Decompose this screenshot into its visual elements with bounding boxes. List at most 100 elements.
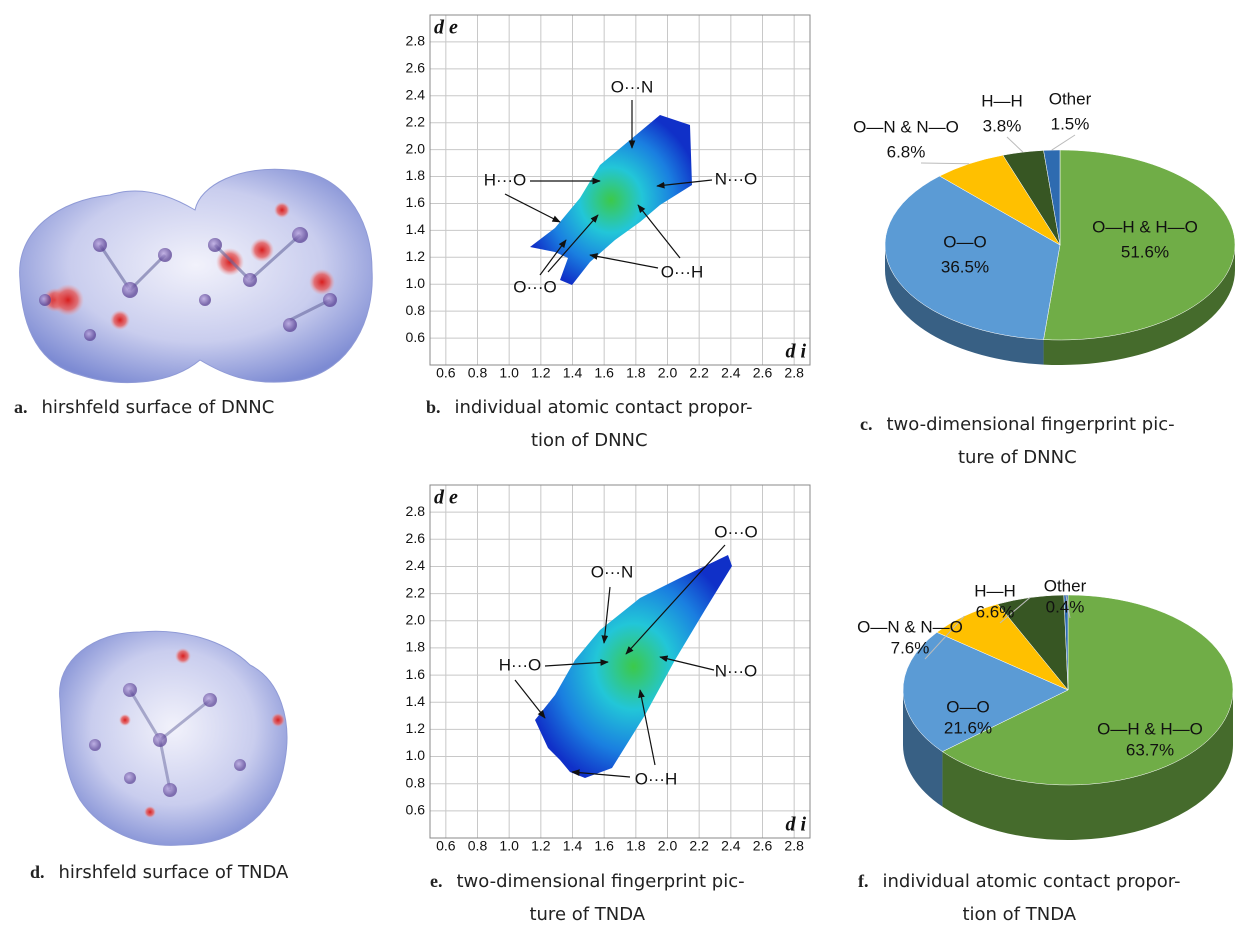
caption: a. hirshfeld surface of DNNC xyxy=(14,391,274,424)
y-tick-label: 2.8 xyxy=(406,33,426,49)
x-tick-label: 0.8 xyxy=(468,838,488,854)
y-tick-label: 2.2 xyxy=(406,113,426,129)
pie-value-label: 3.8% xyxy=(983,116,1022,135)
y-tick-label: 2.0 xyxy=(406,611,426,627)
caption-text: tion of TNDA xyxy=(858,898,1181,925)
caption-letter: e. xyxy=(430,871,443,891)
leader-line xyxy=(1007,137,1023,152)
x-tick-label: 2.4 xyxy=(721,838,741,854)
pie-category-label: O—O xyxy=(943,232,986,251)
annotation: O···H xyxy=(635,769,677,788)
x-axis-label: d i xyxy=(785,814,806,836)
y-tick-label: 2.2 xyxy=(406,584,426,600)
pie-value-label: 6.8% xyxy=(887,142,926,161)
caption-letter: b. xyxy=(426,397,441,417)
caption-text: tion of DNNC xyxy=(426,424,753,457)
caption-letter: d. xyxy=(30,862,45,882)
x-axis-label: d i xyxy=(785,341,806,363)
y-tick-label: 0.6 xyxy=(406,329,426,345)
pie-category-label: Other xyxy=(1049,89,1092,108)
x-tick-label: 1.0 xyxy=(499,838,519,854)
y-tick-label: 2.4 xyxy=(406,557,426,573)
pie-category-label: H—H xyxy=(981,91,1023,110)
annotation-arrow xyxy=(638,205,680,258)
annotation: N···O xyxy=(715,661,757,680)
y-tick-label: 0.8 xyxy=(406,774,426,790)
x-tick-label: 2.2 xyxy=(689,365,709,381)
annotation: O···O xyxy=(714,522,757,541)
y-tick-label: 2.4 xyxy=(406,86,426,102)
y-tick-label: 1.6 xyxy=(406,194,426,210)
caption-text: individual atomic contact propor- xyxy=(455,397,753,418)
pie-category-label: O—H & H—O xyxy=(1092,217,1198,236)
x-tick-label: 1.6 xyxy=(594,365,614,381)
y-tick-label: 2.6 xyxy=(406,530,426,546)
caption: e. two-dimensional fingerprint pic-ture o… xyxy=(430,865,745,925)
fingerprint-cloud xyxy=(535,555,732,778)
x-tick-label: 2.2 xyxy=(689,838,709,854)
figure: 0.6 0.8 1.0 1.2 1.4 1.6 1.8 2.0 2.2 2.4 2.6 2.8 0.6 0… xyxy=(0,0,1241,925)
x-tick-label: 0.8 xyxy=(468,365,488,381)
annotation: H···O xyxy=(484,170,526,189)
x-tick-label: 2.0 xyxy=(658,838,678,854)
pie-value-label: 1.5% xyxy=(1051,114,1090,133)
y-tick-label: 2.8 xyxy=(406,503,426,519)
x-tick-label: 2.8 xyxy=(784,365,804,381)
x-tick-label: 1.0 xyxy=(499,365,519,381)
x-tick-label: 0.6 xyxy=(436,365,456,381)
caption-letter: f. xyxy=(858,871,869,891)
pie-value-label: 63.7% xyxy=(1126,740,1174,759)
pie-value-label: 6.6% xyxy=(976,602,1015,621)
pie-value-label: 7.6% xyxy=(891,638,930,657)
pie-value-label: 21.6% xyxy=(944,718,992,737)
caption-text: ture of DNNC xyxy=(860,441,1175,474)
y-axis-label: d e xyxy=(434,17,458,39)
x-tick-label: 2.0 xyxy=(658,365,678,381)
annotation: H···O xyxy=(499,655,541,674)
caption-letter: c. xyxy=(860,414,873,434)
y-axis-label: d e xyxy=(434,487,458,509)
x-tick-label: 1.6 xyxy=(594,838,614,854)
caption-text: two-dimensional fingerprint pic- xyxy=(457,871,745,892)
caption: f. individual atomic contact propor-tion … xyxy=(858,865,1181,925)
y-tick-label: 1.2 xyxy=(406,720,426,736)
pie-category-label: H—H xyxy=(974,581,1016,600)
caption-text: individual atomic contact propor- xyxy=(883,871,1181,892)
caption: c. two-dimensional fingerprint pic-ture o… xyxy=(860,408,1175,474)
x-tick-label: 2.6 xyxy=(753,365,773,381)
x-tick-label: 1.8 xyxy=(626,838,646,854)
x-tick-label: 1.2 xyxy=(531,365,551,381)
y-tick-label: 0.8 xyxy=(406,302,426,318)
x-tick-label: 1.8 xyxy=(626,365,646,381)
y-tick-label: 1.2 xyxy=(406,248,426,264)
hirshfeld-surface-dnnc xyxy=(20,169,373,382)
pie-value-label: 51.6% xyxy=(1121,242,1169,261)
y-tick-label: 1.4 xyxy=(406,693,426,709)
pie-value-label: 0.4% xyxy=(1046,597,1085,616)
pie-category-label: Other xyxy=(1044,576,1087,595)
caption: d.hirshfeld surface of TNDA xyxy=(30,856,288,889)
x-tick-label: 0.6 xyxy=(436,838,456,854)
pie-value-label: 36.5% xyxy=(941,257,989,276)
y-tick-label: 1.0 xyxy=(406,747,426,763)
x-tick-label: 2.6 xyxy=(753,838,773,854)
leader-line xyxy=(1052,135,1075,150)
pie-category-label: O—N & N—O xyxy=(853,117,959,136)
caption: b. individual atomic contact propor-tion … xyxy=(426,391,753,457)
y-tick-label: 1.8 xyxy=(406,639,426,655)
annotation: O···H xyxy=(661,262,703,281)
x-tick-label: 1.2 xyxy=(531,838,551,854)
pie-category-label: O—O xyxy=(946,697,989,716)
annotation: O···N xyxy=(611,77,653,96)
caption-text: hirshfeld surface of DNNC xyxy=(42,397,275,418)
caption-text: two-dimensional fingerprint pic- xyxy=(887,414,1175,435)
leader-line xyxy=(921,163,969,164)
x-tick-label: 2.4 xyxy=(721,365,741,381)
annotation: O···O xyxy=(513,277,556,296)
x-tick-label: 1.4 xyxy=(563,365,583,381)
y-tick-label: 2.0 xyxy=(406,140,426,156)
caption-letter: a. xyxy=(14,397,28,417)
pie-category-label: O—N & N—O xyxy=(857,617,963,636)
y-tick-label: 1.8 xyxy=(406,167,426,183)
caption-text: ture of TNDA xyxy=(430,898,745,925)
